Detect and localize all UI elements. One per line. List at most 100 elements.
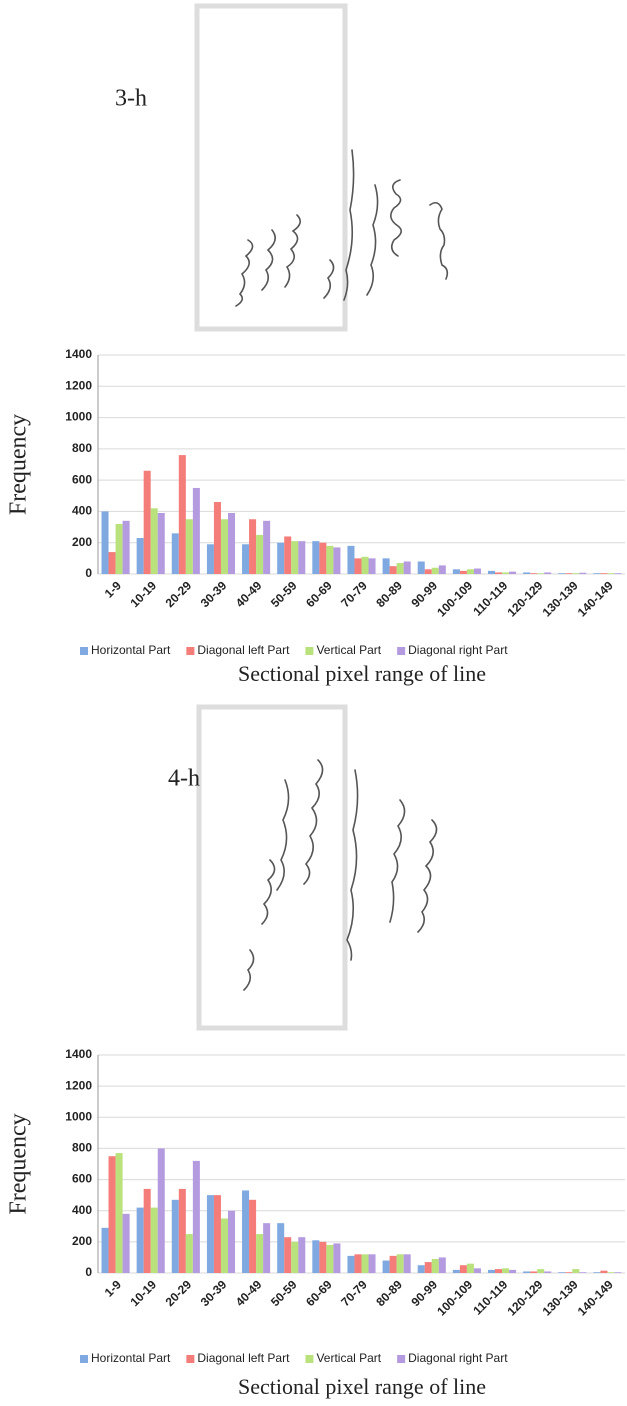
bar	[579, 573, 586, 574]
bar	[312, 1240, 319, 1273]
bar	[460, 571, 467, 574]
x-tick-label: 120-129	[504, 578, 545, 619]
bar	[172, 533, 179, 574]
bar	[291, 1242, 298, 1273]
bar	[502, 1268, 509, 1273]
legend-swatch	[186, 1355, 194, 1363]
bar	[383, 1261, 390, 1273]
bar	[207, 544, 214, 574]
bar	[326, 1245, 333, 1273]
x-tick-label: 130-139	[540, 578, 581, 619]
x-tick-label: 90-99	[409, 578, 441, 610]
bar	[607, 573, 614, 574]
bar	[397, 1254, 404, 1273]
bar	[614, 1272, 621, 1273]
bar	[256, 1234, 263, 1273]
x-tick-label: 120-129	[504, 1277, 545, 1318]
x-tick-label: 60-69	[303, 578, 335, 610]
y-tick-label: 1200	[65, 378, 92, 392]
bar	[298, 1237, 305, 1273]
x-tick-label: 50-59	[268, 1277, 300, 1309]
bar	[600, 1271, 607, 1273]
bar	[354, 1254, 361, 1273]
bar	[123, 521, 130, 574]
bar	[333, 1243, 340, 1273]
bar	[277, 1223, 284, 1273]
x-tick-label: 140-149	[575, 1277, 616, 1318]
bar	[544, 1271, 551, 1273]
bar	[593, 573, 600, 574]
bar	[453, 569, 460, 574]
bar	[116, 1153, 123, 1273]
bar	[347, 1256, 354, 1273]
y-axis-label: Frequency	[6, 1113, 32, 1214]
x-tick-label: 40-49	[233, 1277, 265, 1309]
bar	[151, 508, 158, 574]
bar	[523, 1271, 530, 1273]
bar	[418, 561, 425, 574]
bar	[467, 569, 474, 574]
bar	[326, 546, 333, 574]
bar	[144, 1189, 151, 1273]
bar	[418, 1265, 425, 1273]
bar	[186, 1234, 193, 1273]
bar	[453, 1270, 460, 1273]
bar	[221, 519, 228, 574]
bar	[221, 1219, 228, 1274]
bar	[565, 573, 572, 574]
bar	[495, 1269, 502, 1273]
bar	[109, 552, 116, 574]
bar	[242, 544, 249, 574]
bar	[432, 1259, 439, 1273]
x-tick-label: 20-29	[163, 578, 195, 610]
bar	[362, 557, 369, 574]
bar	[158, 513, 165, 574]
bar	[137, 1208, 144, 1273]
x-tick-label: 1-9	[102, 1277, 124, 1299]
bar	[186, 519, 193, 574]
y-tick-label: 0	[85, 1265, 92, 1279]
bar	[439, 565, 446, 574]
bar	[214, 1195, 221, 1273]
legend-label: Vertical Part	[316, 643, 381, 657]
x-tick-label: 60-69	[303, 1277, 335, 1309]
bar	[298, 541, 305, 574]
bar	[228, 1211, 235, 1273]
x-tick-label: 30-39	[198, 578, 230, 610]
bar	[312, 541, 319, 574]
bar	[614, 573, 621, 574]
legend-swatch	[305, 1355, 313, 1363]
bar	[249, 1200, 256, 1273]
bar	[488, 571, 495, 574]
x-axis-label: Sectional pixel range of line	[238, 661, 486, 686]
bar	[242, 1190, 249, 1273]
bar	[565, 1272, 572, 1273]
bar	[467, 1264, 474, 1273]
y-tick-label: 400	[72, 1203, 92, 1217]
bar	[193, 488, 200, 574]
bar	[193, 1161, 200, 1273]
bar	[502, 572, 509, 574]
bar	[263, 1223, 270, 1273]
bar	[116, 524, 123, 574]
bar	[572, 1269, 579, 1273]
legend-label: Horizontal Part	[91, 643, 171, 657]
bar	[333, 547, 340, 574]
bar	[263, 521, 270, 574]
bar	[425, 1262, 432, 1273]
bar	[102, 511, 109, 574]
bar	[214, 502, 221, 574]
bar	[137, 538, 144, 574]
y-axis-label: Frequency	[6, 414, 32, 515]
x-tick-label: 70-79	[338, 578, 370, 610]
legend-swatch	[186, 647, 194, 655]
image-frame	[197, 6, 345, 329]
bar	[354, 558, 361, 574]
bar	[369, 1254, 376, 1273]
bar	[572, 573, 579, 574]
bar	[439, 1257, 446, 1273]
bar	[249, 519, 256, 574]
bar	[319, 1242, 326, 1273]
y-tick-label: 1000	[65, 410, 92, 424]
bar	[102, 1228, 109, 1273]
